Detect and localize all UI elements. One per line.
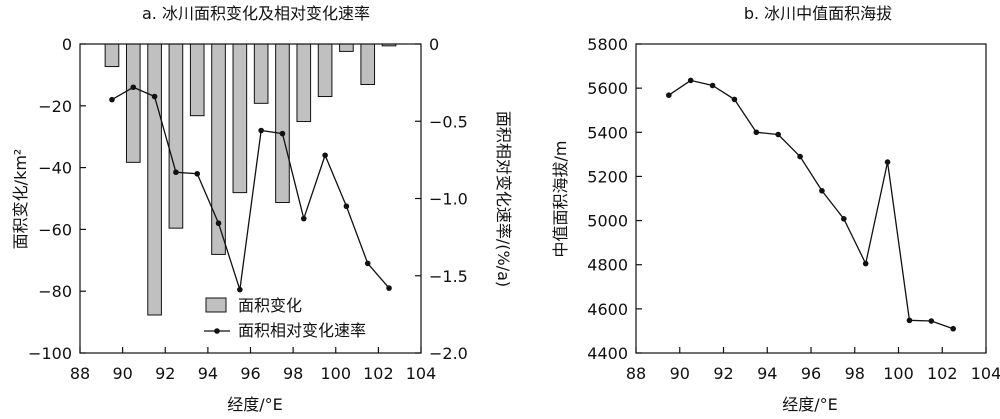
legend-bar-swatch [205,297,227,313]
median-elevation-point [666,92,672,99]
area-change-bar [275,43,290,204]
area-change-bar [104,43,120,68]
y2-tick-label: −0.5 [429,112,468,131]
median-elevation-point [819,187,825,194]
median-elevation-point [775,131,781,138]
y2-tick-label: −2.0 [429,344,468,363]
rate-point [215,220,222,227]
x-tick-label: 88 [626,364,646,383]
rate-point [279,130,286,137]
rate-point [364,260,371,267]
rate-point [386,285,392,291]
panel-b-plot-frame [635,43,987,354]
panel-a-title: a. 冰川面积变化及相对变化速率 [142,4,370,23]
y-tick-label: −20 [38,97,72,116]
legend: 面积变化 面积相对变化速率 [204,296,366,340]
x-tick-label: 90 [112,364,132,383]
area-change-bar [168,43,184,229]
panel-a-x-axis-label: 经度/°E [227,395,283,414]
rate-point [130,84,137,91]
median-elevation-point [906,317,913,324]
rate-series-line [111,86,390,290]
median-elevation-point [753,129,760,136]
median-elevation-point [797,153,803,160]
x-tick-label: 88 [70,364,90,383]
area-change-bar [317,43,333,98]
x-tick-label: 92 [713,364,733,383]
y-tick-label: 4400 [587,344,628,363]
y-tick-label: 5800 [587,35,628,54]
area-change-bar [189,43,205,117]
x-tick-label: 96 [801,364,821,383]
area-change-bar [125,43,141,163]
y-tick-label: −80 [38,282,72,301]
x-tick-label: 102 [363,364,394,383]
x-tick-label: 98 [283,364,303,383]
panel-a: 88 90 92 94 96 98 100 102 104 0 −20 −40 −60 −80 −100 0 −… [28,35,468,383]
rate-point [173,169,179,176]
area-change-bar [296,43,312,123]
y-tick-label: 5600 [587,79,628,98]
y-tick-label: 0 [62,35,72,54]
x-tick-label: 94 [757,364,777,383]
x-tick-label: 102 [927,364,958,383]
area-change-bar [147,43,162,316]
median-elevation-line [668,79,954,330]
x-tick-label: 94 [198,364,218,383]
y2-tick-label: −1.5 [429,267,468,286]
y-tick-label: 5000 [587,212,628,231]
rate-point [237,286,243,293]
panel-a-y2-axis-label: 面积相对变化速率/(%/a) [494,111,513,287]
median-elevation-point [841,216,847,222]
rate-point [194,170,201,177]
y2-tick-label: −1.0 [429,190,468,209]
rate-point [300,215,307,222]
y-tick-label: 5200 [587,167,628,186]
y-tick-label: −60 [38,220,72,239]
panel-b-title: b. 冰川中值面积海拔 [744,4,892,23]
area-change-bar [253,43,269,104]
legend-line-marker [214,328,220,334]
rate-point [109,96,115,103]
rate-point [343,203,350,210]
rate-point [322,152,328,159]
x-tick-label: 104 [971,364,1000,383]
x-tick-label: 98 [845,364,865,383]
y-tick-label: −40 [38,159,72,178]
y-tick-label: −100 [28,344,72,363]
panel-b-y-axis-label: 中值面积海拔/m [551,141,570,258]
x-tick-label: 90 [670,364,690,383]
x-tick-label: 100 [320,364,351,383]
panel-b: 88 90 92 94 96 98 100 102 104 5800 5600 5400 5200 500… [587,35,1000,383]
median-elevation-point [950,325,956,332]
y-tick-label: 4800 [587,256,628,275]
x-tick-label: 92 [155,364,175,383]
area-change-bar [360,43,376,85]
x-tick-label: 104 [406,364,437,383]
rate-point [258,127,264,134]
median-elevation-point [709,82,716,89]
median-elevation-point [731,96,738,103]
x-tick-label: 100 [883,364,914,383]
y2-tick-label: 0 [429,35,439,54]
median-elevation-point [687,77,694,84]
area-change-bar [232,43,248,194]
panel-a-y-axis-label: 面积变化/km² [11,149,30,250]
y-tick-label: 5400 [587,123,628,142]
panel-b-x-axis-label: 经度/°E [782,395,838,414]
median-elevation-point [928,318,935,324]
rate-point [151,93,158,100]
median-elevation-point [862,260,869,267]
median-elevation-point [884,159,891,165]
area-change-bar [339,43,354,52]
legend-bar-label: 面积变化 [238,296,302,315]
x-tick-label: 96 [240,364,260,383]
legend-line-label: 面积相对变化速率 [238,321,366,340]
y-tick-label: 4600 [587,300,628,319]
